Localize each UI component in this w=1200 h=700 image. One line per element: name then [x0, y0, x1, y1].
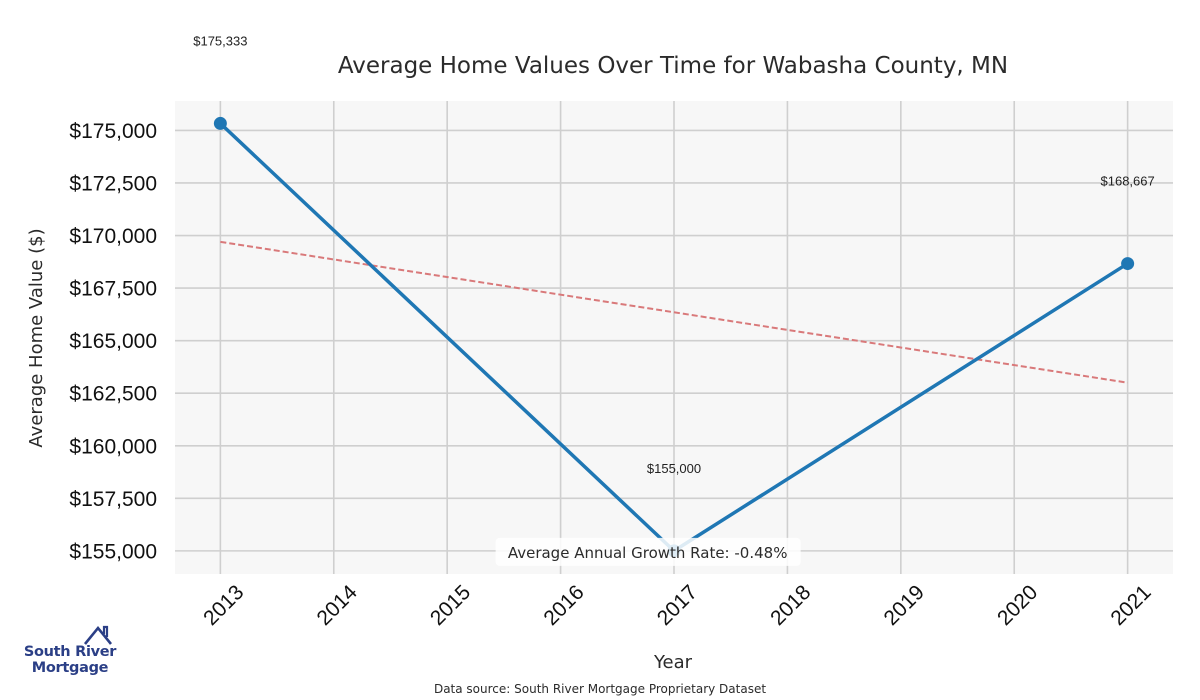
y-tick-label: $175,000 — [69, 120, 157, 143]
y-tick-label: $162,500 — [69, 383, 157, 406]
data-label: $155,000 — [647, 461, 701, 476]
x-tick-label: 2013 — [199, 581, 248, 630]
x-tick-label: 2020 — [993, 581, 1042, 630]
y-tick-label: $170,000 — [69, 225, 157, 248]
data-label-layer: $175,333 $155,000 $168,667 — [193, 33, 1155, 475]
logo-text-line2: Mortgage — [31, 660, 109, 676]
x-axis-label: Year — [653, 652, 693, 673]
growth-rate-box — [495, 537, 801, 566]
y-ticks: $155,000 $157,500 $160,000 $162,500 $165,000… — [69, 120, 157, 563]
y-tick-label: $160,000 — [69, 435, 157, 458]
y-axis-label: Average Home Value ($) — [26, 228, 47, 447]
growth-rate-annotation: Average Annual Growth Rate: -0.48% — [508, 544, 788, 562]
x-ticks: 2013 2014 2015 2016 2017 2018 2019 2020 2021 — [199, 581, 1156, 631]
grid — [175, 101, 1173, 574]
data-point — [213, 116, 227, 130]
x-tick-label: 2017 — [653, 581, 702, 630]
x-tick-label: 2015 — [426, 581, 475, 630]
data-label: $175,333 — [193, 33, 247, 48]
data-point — [1121, 257, 1135, 271]
y-tick-label: $167,500 — [69, 278, 157, 301]
chart-title: Average Home Values Over Time for Wabash… — [338, 53, 1008, 79]
x-tick-label: 2021 — [1106, 581, 1155, 630]
x-tick-label: 2019 — [880, 581, 929, 630]
south-river-mortgage-logo: South River Mortgage — [20, 620, 120, 682]
data-source-note: Data source: South River Mortgage Propri… — [434, 682, 766, 696]
logo-text-line1: South River — [23, 644, 117, 660]
y-tick-label: $172,500 — [69, 172, 157, 195]
x-tick-label: 2014 — [313, 581, 363, 631]
data-label: $168,667 — [1101, 174, 1155, 189]
annotation-layer: Average Annual Growth Rate: -0.48% — [495, 537, 801, 566]
y-tick-label: $157,500 — [69, 488, 157, 511]
y-tick-label: $165,000 — [69, 330, 157, 353]
y-tick-label: $155,000 — [69, 540, 157, 563]
x-tick-label: 2016 — [539, 581, 588, 630]
house-icon — [83, 625, 113, 645]
x-tick-label: 2018 — [766, 581, 815, 630]
